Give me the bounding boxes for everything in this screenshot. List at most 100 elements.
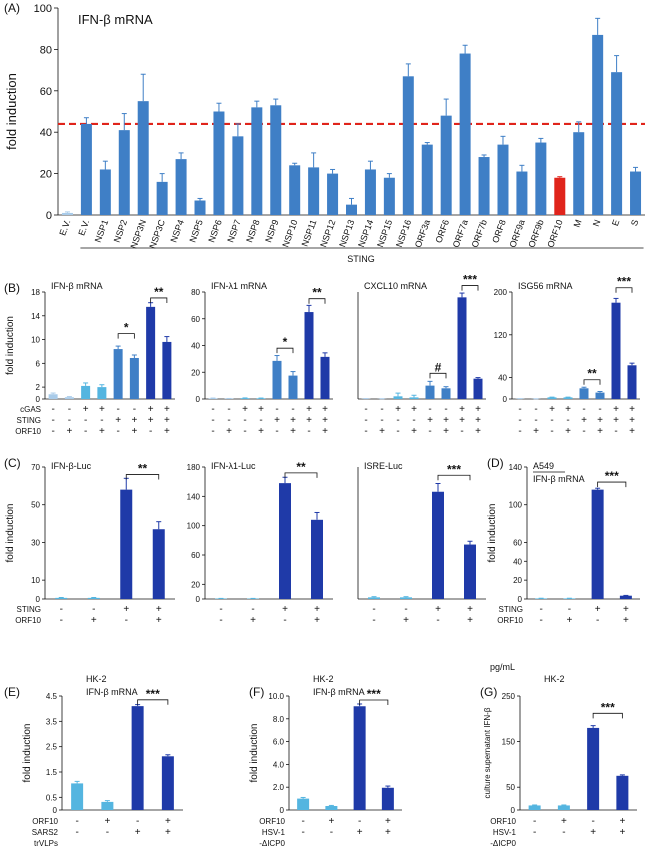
category-label: E — [610, 218, 621, 227]
condition-sign: - — [259, 415, 262, 426]
bar — [101, 801, 114, 810]
y-axis-label: culture supernatant IFN-β — [483, 707, 492, 798]
condition-sign: + — [475, 404, 481, 415]
y-tick-label: 140 — [187, 492, 201, 501]
category-label: ORF8 — [490, 218, 508, 244]
bar — [619, 595, 632, 599]
category-label: ORF7a — [451, 218, 470, 249]
bar — [87, 597, 100, 599]
category-label: E.V. — [76, 218, 91, 237]
condition-sign: - — [364, 415, 367, 426]
bar — [400, 597, 412, 599]
significance-bracket — [284, 472, 318, 478]
condition-sign: - — [227, 415, 230, 426]
condition-sign: + — [395, 404, 401, 415]
condition-sign: + — [566, 615, 572, 626]
y-tick-label: 2.0 — [273, 783, 285, 792]
condition-sign: - — [301, 816, 304, 827]
y-tick-label: 100 — [34, 3, 52, 15]
condition-sign: + — [549, 404, 555, 415]
condition-label: STING — [17, 605, 41, 614]
bar — [579, 388, 589, 399]
condition-sign: + — [357, 827, 363, 838]
category-label: NSP10 — [280, 218, 299, 248]
bar — [528, 805, 541, 810]
condition-sign: + — [314, 604, 320, 615]
bar — [251, 107, 263, 215]
condition-sign: + — [226, 426, 232, 437]
significance-bracket — [429, 372, 447, 379]
condition-sign: - — [364, 404, 367, 415]
y-tick-label: 20 — [191, 368, 200, 377]
bar — [304, 312, 314, 399]
condition-sign: - — [534, 404, 537, 415]
panel-label: (E) — [4, 685, 20, 699]
significance-bracket — [615, 287, 633, 293]
significance-bracket — [276, 347, 294, 354]
bar — [97, 387, 107, 399]
panel-label: (G) — [480, 685, 497, 699]
bar — [368, 597, 380, 599]
condition-sign: + — [242, 404, 248, 415]
y-tick-label: 60 — [191, 551, 200, 560]
y-tick-label: 6.0 — [273, 738, 285, 747]
bar — [441, 388, 451, 399]
condition-sign: - — [396, 415, 399, 426]
bar — [232, 136, 244, 215]
bar — [71, 783, 84, 810]
condition-sign: + — [443, 426, 449, 437]
condition-sign: + — [274, 415, 280, 426]
y-tick-label: 0 — [53, 806, 58, 815]
bar — [325, 806, 338, 810]
bar — [81, 385, 91, 399]
condition-sign: - — [460, 426, 463, 437]
y-tick-label: 0 — [280, 806, 285, 815]
panel-label: (B) — [4, 281, 20, 295]
condition-sign: + — [165, 816, 171, 827]
bar — [611, 302, 621, 399]
bar — [289, 165, 301, 215]
condition-sign: + — [148, 404, 154, 415]
bar — [611, 72, 623, 215]
condition-sign: + — [314, 615, 320, 626]
condition-sign: + — [385, 816, 391, 827]
condition-sign: + — [123, 604, 129, 615]
condition-sign: - — [412, 415, 415, 426]
bar — [272, 360, 282, 399]
condition-label: ORF10 — [490, 817, 516, 826]
bar — [175, 159, 187, 215]
bar — [630, 171, 642, 215]
condition-sign: - — [518, 404, 521, 415]
y-tick-label: 0 — [196, 395, 201, 404]
panel-label: (C) — [4, 456, 21, 470]
y-tick-label: 4.5 — [46, 692, 58, 701]
bar — [616, 775, 629, 810]
bar — [61, 212, 73, 215]
condition-sign: + — [91, 615, 97, 626]
condition-sign: - — [125, 615, 128, 626]
y-tick-label: 60 — [513, 538, 522, 547]
significance-bracket — [437, 474, 471, 481]
y-tick-label: 100 — [187, 522, 201, 531]
bar — [421, 144, 433, 215]
bar — [402, 76, 414, 215]
y-tick-label: 10 — [31, 576, 40, 585]
bar — [364, 169, 376, 215]
condition-sign: - — [60, 615, 63, 626]
significance-bracket — [150, 297, 168, 303]
bar — [308, 167, 320, 215]
condition-sign: + — [565, 404, 571, 415]
chart-title: HK-2 — [313, 674, 334, 684]
condition-sign: + — [135, 827, 141, 838]
significance-label: ** — [312, 286, 322, 300]
condition-sign: + — [459, 415, 465, 426]
condition-sign: - — [243, 415, 246, 426]
condition-sign: - — [582, 426, 585, 437]
bar — [320, 356, 330, 399]
condition-sign: - — [51, 404, 54, 415]
significance-bracket — [461, 285, 479, 291]
condition-sign: - — [372, 615, 375, 626]
condition-sign: - — [614, 426, 617, 437]
condition-sign: - — [211, 426, 214, 437]
condition-sign: - — [533, 827, 536, 838]
